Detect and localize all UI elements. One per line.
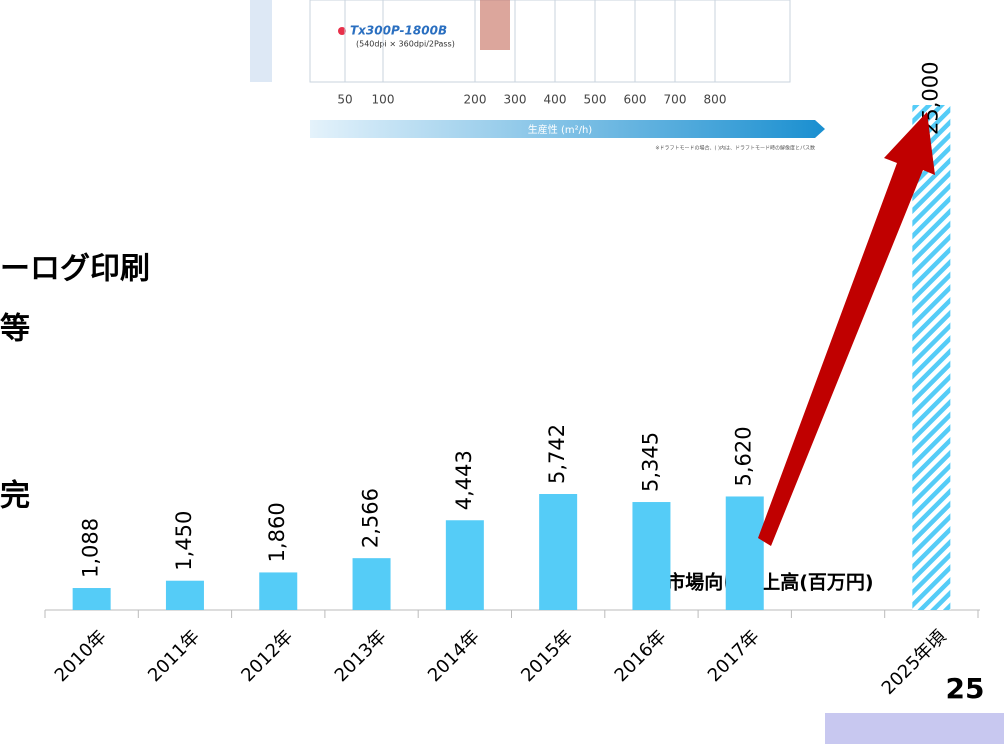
inset: Tx300P-1800B (540dpi × 360dpi/2Pass) 生産性… <box>250 0 825 152</box>
x-tick-label: 2012年 <box>237 626 297 686</box>
inset-tick-label: 700 <box>664 93 687 107</box>
value-label: 5,742 <box>545 424 569 484</box>
value-label: 1,450 <box>172 511 196 571</box>
x-tick-label: 2015年 <box>517 626 577 686</box>
bar <box>632 502 671 610</box>
inset-product: Tx300P-1800B <box>350 24 447 38</box>
body-text: 完 <box>0 479 30 514</box>
inset-axis-label: 生産性 (m²/h) <box>528 123 593 136</box>
x-tick-label: 2025年頃 <box>878 626 951 699</box>
value-label: 5,345 <box>638 432 662 492</box>
footer-bar <box>825 713 1004 744</box>
bar <box>72 588 111 610</box>
inset-tick-label: 400 <box>544 93 567 107</box>
body-text: ーログ印刷 <box>0 252 150 287</box>
bar <box>445 520 484 610</box>
inset-dot <box>338 27 346 35</box>
x-tick-label: 2011年 <box>144 626 204 686</box>
inset-spec: (540dpi × 360dpi/2Pass) <box>356 40 455 49</box>
inset-tick-label: 50 <box>337 93 352 107</box>
inset-note: ※ドラフトモードの場合、( )内は、ドラフトモード時の解像度とパス数 <box>655 145 815 152</box>
bar <box>912 105 951 610</box>
x-tick-label: 2016年 <box>611 626 671 686</box>
inset-tick-label: 500 <box>584 93 607 107</box>
value-label: 1,088 <box>79 518 103 578</box>
inset-panel <box>309 0 791 83</box>
value-label: 4,443 <box>452 450 476 510</box>
page-number: 25 <box>946 672 985 705</box>
body-text: 等 <box>0 312 30 347</box>
inset-tick-label: 600 <box>624 93 647 107</box>
bar <box>725 496 764 610</box>
x-tick-label: 2017年 <box>704 626 764 686</box>
value-label: 2,566 <box>359 488 383 548</box>
inset-band <box>250 0 272 82</box>
value-label: 5,620 <box>732 426 756 486</box>
bar <box>165 580 204 610</box>
x-tick-label: 2014年 <box>424 626 484 686</box>
inset-arrow <box>310 120 825 138</box>
x-tick-label: 2013年 <box>331 626 391 686</box>
value-label: 1,860 <box>265 502 289 562</box>
trend-arrow <box>758 112 935 546</box>
inset-tick-label: 200 <box>464 93 487 107</box>
inset-tick-label: 100 <box>372 93 395 107</box>
bar <box>352 558 391 610</box>
inset-tick-label: 800 <box>704 93 727 107</box>
bar <box>539 494 578 610</box>
bar <box>259 572 298 610</box>
inset-tick-label: 300 <box>504 93 527 107</box>
plot: 2010年 1,088 2011年 1,450 2012年 1,860 2013年 2,566… <box>44 62 979 699</box>
x-tick-label: 2010年 <box>51 626 111 686</box>
inset-printer <box>480 0 510 50</box>
